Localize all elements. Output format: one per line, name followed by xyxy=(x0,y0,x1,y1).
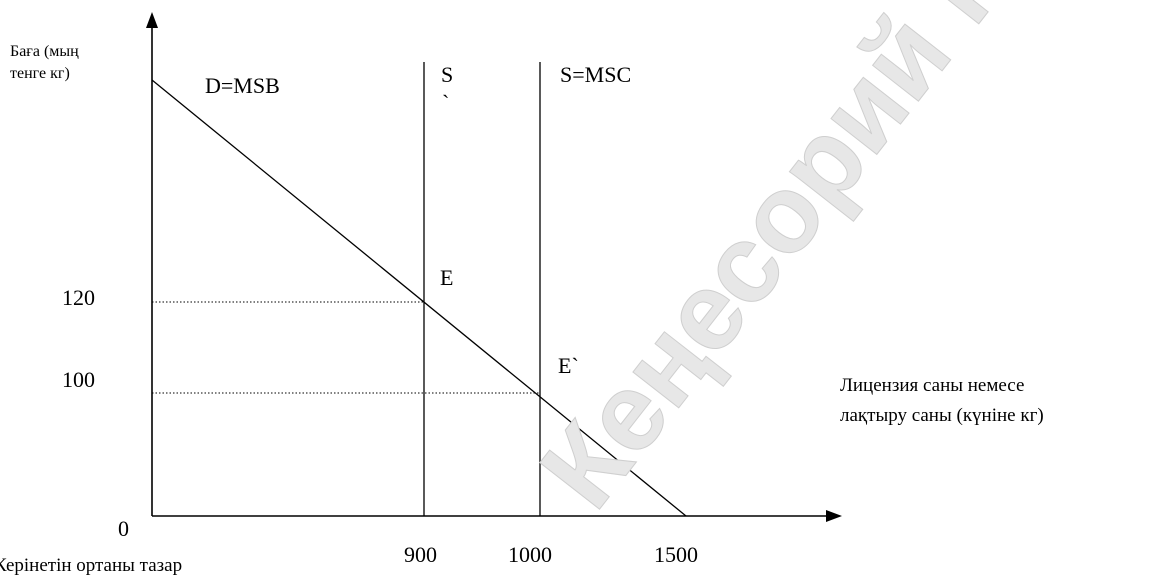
x-axis-arrow xyxy=(826,510,842,522)
demand-line xyxy=(151,79,687,517)
supply-label: S=MSC xyxy=(560,62,632,87)
y-axis-label-line2: тенге кг) xyxy=(10,65,70,82)
x-axis-label-line2: лақтыру саны (күніне кг) xyxy=(840,405,1044,426)
y-axis-label: Баға (мың тенге кг) xyxy=(10,41,79,85)
point-e-prime-label: E` xyxy=(558,353,579,378)
x-tick-1000: 1000 xyxy=(508,542,552,567)
supply-prime-label: S xyxy=(441,62,454,87)
x-tick-900: 900 xyxy=(404,542,437,567)
origin-label: 0 xyxy=(118,516,129,541)
y-tick-120: 120 xyxy=(62,285,95,310)
x-axis-label: Лицензия саны немесе лақтыру саны (күнін… xyxy=(840,371,1044,431)
x-axis-label-line1: Лицензия саны немесе xyxy=(840,375,1025,396)
supply-prime-mark: ` xyxy=(442,90,450,115)
demand-label: D=MSB xyxy=(205,73,280,98)
y-tick-100: 100 xyxy=(62,367,95,392)
x-tick-1500: 1500 xyxy=(654,542,698,567)
y-axis-arrow xyxy=(146,12,158,28)
bottom-caption: Керінетін ортаны тазар xyxy=(0,555,183,576)
point-e-label: E xyxy=(440,265,454,290)
y-axis-label-line1: Баға (мың xyxy=(10,43,79,60)
